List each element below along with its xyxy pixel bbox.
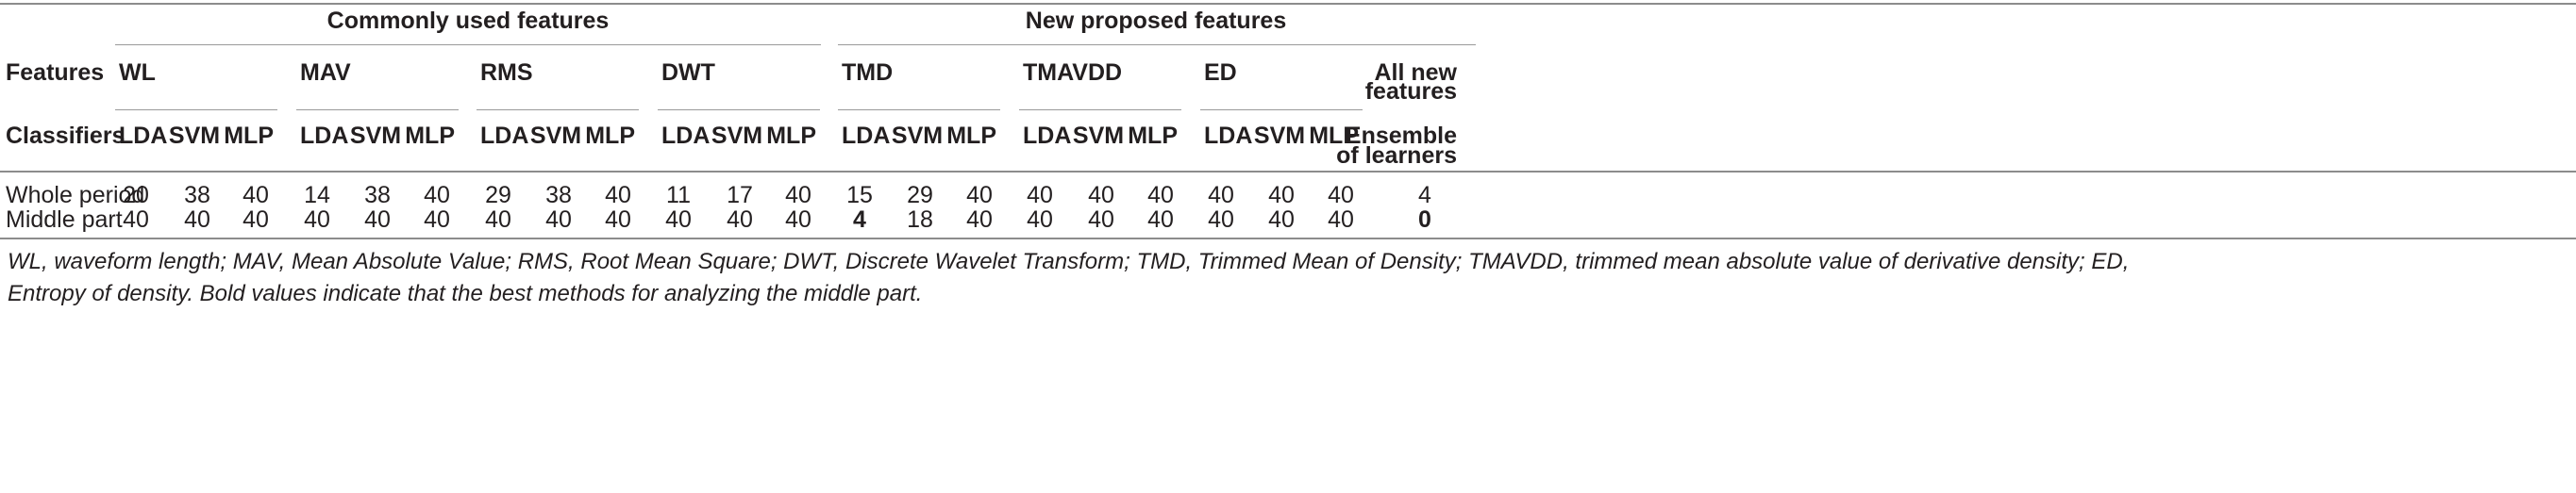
classifier-header: LDA [300, 123, 349, 149]
table-cell-bold: 4 [853, 206, 866, 233]
footnote-line1: WL, waveform length; MAV, Mean Absolute … [8, 249, 2130, 274]
feature-name-tmavdd: TMAVDD [1023, 59, 1123, 86]
table-cell: 40 [966, 182, 993, 208]
classifier-header: MLP [585, 123, 635, 149]
table-cell: 40 [424, 182, 450, 208]
classifier-header: SVM [711, 123, 763, 149]
table-cell: 40 [1147, 182, 1174, 208]
table-cell: 38 [364, 182, 391, 208]
table-cell: 40 [1147, 206, 1174, 233]
feature-name-all-new-line2: features [1364, 78, 1457, 105]
feature-name-tmd: TMD [842, 59, 894, 86]
rule-under-tmavdd [1019, 109, 1181, 110]
classifier-header: SVM [349, 123, 402, 149]
table-cell: 40 [727, 206, 753, 233]
table-cell: 40 [184, 206, 210, 233]
rule-under-rms [477, 109, 639, 110]
feature-name-ed: ED [1204, 59, 1237, 86]
feature-name-wl: WL [119, 59, 156, 86]
table-cell: 40 [485, 206, 511, 233]
feature-name-mav: MAV [300, 59, 351, 86]
classifier-header: SVM [891, 123, 944, 149]
table-cell: 38 [184, 182, 210, 208]
table-cell: 29 [907, 182, 933, 208]
table-cell: 40 [665, 206, 692, 233]
table-cell: 20 [123, 182, 149, 208]
footnote-line2: Entropy of density. Bold values indicate… [8, 281, 923, 306]
classifier-header: LDA [842, 123, 891, 149]
table-cell: 40 [364, 206, 391, 233]
table-cell: 40 [966, 206, 993, 233]
classifier-header: MLP [946, 123, 996, 149]
classifier-header: MLP [766, 123, 816, 149]
table-cell: 40 [1268, 182, 1295, 208]
table-cell: 40 [1208, 182, 1234, 208]
classifier-header: LDA [1023, 123, 1072, 149]
table-bottom-rule [0, 238, 2576, 239]
table-cell: 40 [1088, 206, 1114, 233]
table-cell: 40 [1328, 182, 1354, 208]
table-cell: 40 [243, 206, 269, 233]
table-cell: 40 [1027, 206, 1053, 233]
table-cell: 40 [605, 206, 631, 233]
row-label-whole-period: Whole period [6, 182, 145, 208]
classifier-header: LDA [119, 123, 168, 149]
table-cell: 15 [846, 182, 873, 208]
rule-under-wl [115, 109, 277, 110]
table-cell: 38 [545, 182, 572, 208]
table-cell: 40 [304, 206, 330, 233]
table-cell: 14 [304, 182, 330, 208]
group-header-new: New proposed features [1025, 8, 1287, 34]
table-cell: 29 [485, 182, 511, 208]
table-cell: 11 [666, 182, 691, 208]
features-label: Features [6, 59, 105, 86]
table-cell: 40 [243, 182, 269, 208]
classifier-header: MLP [224, 123, 274, 149]
table-cell: 40 [424, 206, 450, 233]
rule-under-ed [1200, 109, 1363, 110]
rule-under-common [115, 44, 821, 45]
group-header-common: Commonly used features [326, 8, 610, 34]
rule-under-tmd [838, 109, 1000, 110]
top-rule [0, 3, 2576, 5]
table-cell: 40 [1268, 206, 1295, 233]
table-cell: 40 [605, 182, 631, 208]
row-label-middle-part: Middle part [6, 206, 123, 233]
rule-under-new [838, 44, 1476, 45]
feature-name-all-new-line1: All new [1374, 59, 1457, 86]
table-cell: 18 [907, 206, 933, 233]
header-bottom-rule [0, 171, 2576, 173]
classifier-header: SVM [168, 123, 221, 149]
table-cell-bold: 0 [1418, 206, 1431, 233]
table-cell: 40 [123, 206, 149, 233]
table-cell: 4 [1418, 182, 1431, 208]
table-cell: 17 [727, 182, 753, 208]
classifier-header: SVM [529, 123, 582, 149]
rule-under-dwt [658, 109, 820, 110]
classifier-header: LDA [1204, 123, 1253, 149]
table-cell: 40 [1088, 182, 1114, 208]
feature-name-dwt: DWT [661, 59, 715, 86]
classifier-header: SVM [1072, 123, 1125, 149]
classifiers-label: Classifiers [6, 123, 125, 149]
classifier-header-ensemble-line1: Ensemble [1345, 123, 1457, 149]
table-cell: 40 [785, 182, 811, 208]
table-cell: 40 [1328, 206, 1354, 233]
table-cell: 40 [785, 206, 811, 233]
classifier-header: LDA [480, 123, 529, 149]
table-cell: 40 [545, 206, 572, 233]
classifier-header: MLP [405, 123, 455, 149]
table-cell: 40 [1208, 206, 1234, 233]
table-cell: 40 [1027, 182, 1053, 208]
classifier-header: LDA [661, 123, 711, 149]
feature-name-rms: RMS [480, 59, 533, 86]
rule-under-mav [296, 109, 459, 110]
classifier-header: SVM [1253, 123, 1306, 149]
classifier-header: MLP [1309, 123, 1359, 149]
classifier-header: MLP [1128, 123, 1178, 149]
classifier-header-ensemble-line2: of learners [1336, 142, 1457, 169]
